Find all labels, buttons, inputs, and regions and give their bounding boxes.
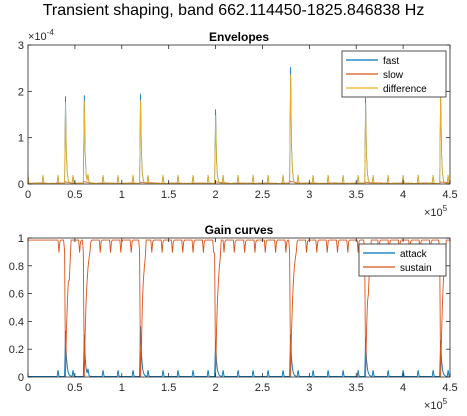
chart-2: 0 0.5 1 1.5 2 2.5 3 3.5 4 4.5 0 0.2 0.4 0.6 0.8 1 Gain c… xyxy=(9,223,458,412)
x-tick-label: 0.5 xyxy=(67,382,82,394)
y-tick-label: 0 xyxy=(18,179,24,191)
x-tick-label: 2 xyxy=(212,382,218,394)
x-tick-label: 1 xyxy=(119,382,125,394)
y-tick-label: 3 xyxy=(18,40,24,52)
series-line-sustain xyxy=(28,239,450,378)
x-tick-label: 1.5 xyxy=(161,189,176,201)
chart-1: 0 0.5 1 1.5 2 2.5 3 3.5 4 4.5 0 1 2 3 Envelopes ×105 ×10… xyxy=(18,28,458,219)
axes-box xyxy=(27,237,451,378)
x-tick-label: 4.5 xyxy=(442,189,457,201)
legend-box xyxy=(358,243,447,277)
y-tick-label: 0.4 xyxy=(9,316,24,328)
x-tick-label: 3.5 xyxy=(349,382,364,394)
series-line-difference xyxy=(27,74,451,184)
x-exponent-label: ×105 xyxy=(424,204,448,219)
x-tick-label: 3.5 xyxy=(349,189,364,201)
x-exponent-label: ×105 xyxy=(424,397,448,412)
x-tick-label: 1 xyxy=(119,189,125,201)
series-line-attack xyxy=(28,326,451,377)
legend-label-attack: attack xyxy=(400,249,428,260)
legend-label-difference: difference xyxy=(383,84,427,95)
y-tick-label: 0 xyxy=(18,372,24,384)
x-tick-label: 0.5 xyxy=(67,189,82,201)
legend-label-sustain: sustain xyxy=(400,263,432,274)
legend: attack sustain xyxy=(358,243,447,277)
x-tick-label: 2.5 xyxy=(255,189,270,201)
legend: fast slow difference xyxy=(341,50,447,98)
x-tick-label: 1.5 xyxy=(161,382,176,394)
x-tick-label: 0 xyxy=(25,382,31,394)
chart-title: Envelopes xyxy=(209,30,269,44)
y-tick-label: 0.2 xyxy=(9,344,24,356)
axes-box xyxy=(27,44,451,185)
x-tick-label: 3 xyxy=(306,189,312,201)
y-exponent-label: ×10-4 xyxy=(28,28,54,43)
y-tick-label: 1 xyxy=(18,133,24,145)
figure-title: Transient shaping, band 662.114450-1825.… xyxy=(42,2,425,19)
x-tick-label: 0 xyxy=(25,189,31,201)
y-tick-label: 0.6 xyxy=(9,289,24,301)
chart-title: Gain curves xyxy=(205,223,274,237)
x-tick-label: 2.5 xyxy=(255,382,270,394)
y-tick-label: 0.8 xyxy=(9,261,24,273)
y-tick-label: 1 xyxy=(18,233,24,245)
x-tick-label: 4.5 xyxy=(442,382,457,394)
x-tick-label: 2 xyxy=(212,189,218,201)
x-tick-label: 4 xyxy=(400,189,406,201)
legend-label-fast: fast xyxy=(383,56,399,67)
legend-label-slow: slow xyxy=(383,70,404,81)
x-tick-label: 4 xyxy=(400,382,406,394)
y-tick-label: 2 xyxy=(18,86,24,98)
x-tick-label: 3 xyxy=(306,382,312,394)
